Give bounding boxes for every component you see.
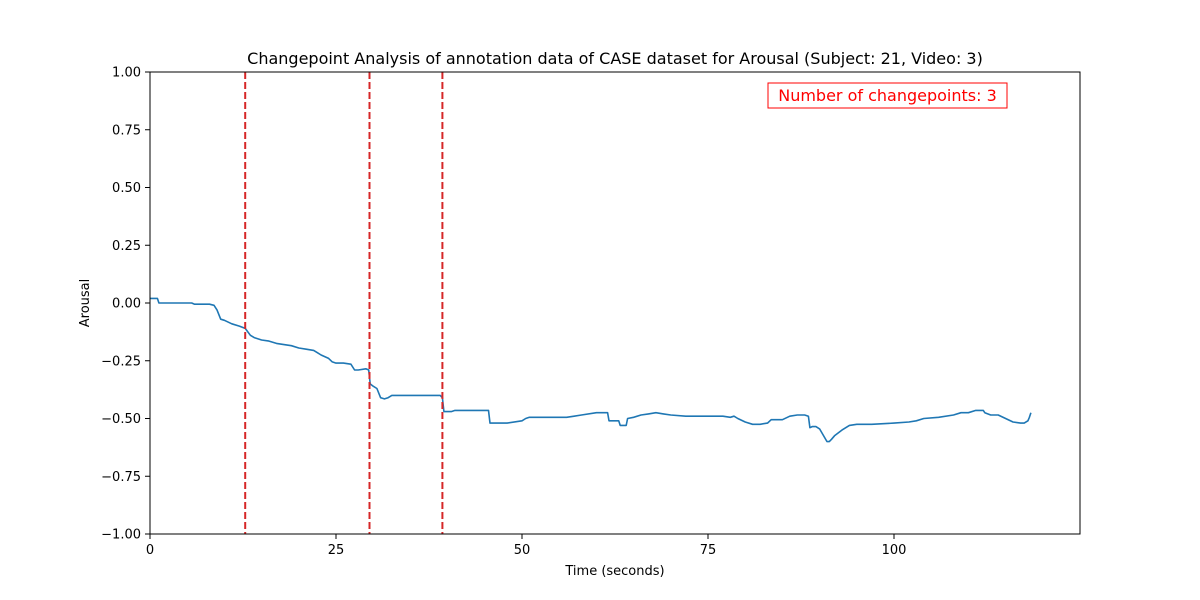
- x-tick-label: 25: [328, 543, 345, 558]
- y-tick-label: −0.75: [101, 470, 141, 485]
- changepoint-count-annotation: Number of changepoints: 3: [778, 86, 997, 105]
- x-tick-label: 100: [882, 543, 907, 558]
- arousal-series-line: [150, 297, 1032, 443]
- y-axis-label: Arousal: [78, 279, 93, 328]
- y-tick-label: 0.00: [112, 297, 141, 312]
- plot-frame: [149, 71, 1081, 535]
- x-tick-label: 50: [514, 543, 531, 558]
- y-tick-label: −1.00: [101, 528, 141, 543]
- changepoint-count-box: [767, 82, 1008, 109]
- x-tick-label: 0: [146, 543, 154, 558]
- y-tick-label: 0.75: [112, 123, 141, 138]
- x-tick-label: 75: [700, 543, 717, 558]
- x-axis-label: Time (seconds): [564, 564, 664, 579]
- y-tick-label: −0.50: [101, 412, 141, 427]
- y-tick-label: 0.50: [112, 181, 141, 196]
- y-tick-label: 1.00: [112, 66, 141, 81]
- y-tick-label: 0.25: [112, 239, 141, 254]
- y-tick-label: −0.25: [101, 354, 141, 369]
- chart-title: Changepoint Analysis of annotation data …: [247, 49, 983, 68]
